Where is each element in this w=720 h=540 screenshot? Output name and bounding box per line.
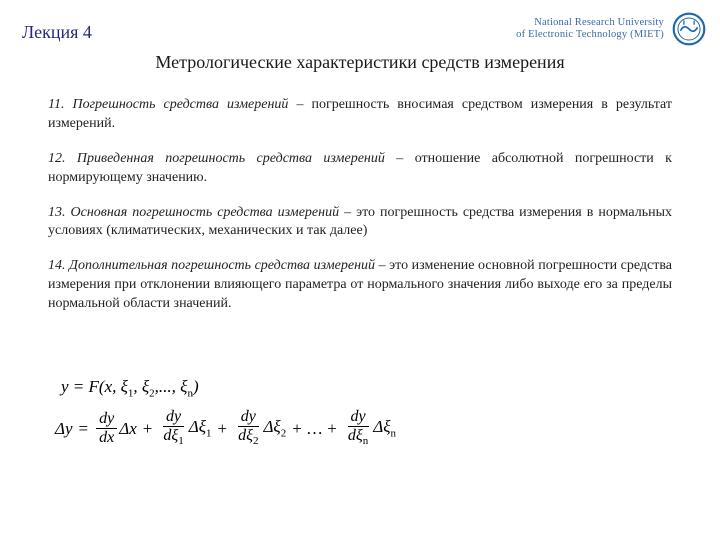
slide-header: Лекция 4 National Research University of… bbox=[0, 8, 720, 52]
definition-12: 12. Приведенная погрешность средства изм… bbox=[48, 150, 672, 188]
equation-y: y = F(x, ξ1, ξ2,..., ξn) bbox=[61, 378, 396, 399]
equals-sign: = bbox=[79, 420, 89, 437]
definition-13: 13. Основная погрешность средства измере… bbox=[48, 204, 672, 242]
frac-dy-dxi2: dy dξ2 bbox=[235, 409, 261, 447]
plus-1: + bbox=[143, 420, 153, 437]
university-name: National Research University of Electron… bbox=[516, 17, 664, 41]
university-line2: of Electronic Technology (MIET) bbox=[516, 29, 664, 41]
slide-title: Метрологические характеристики средств и… bbox=[0, 52, 720, 73]
university-block: National Research University of Electron… bbox=[516, 12, 706, 46]
term-14: 14. Дополнительная погрешность средства … bbox=[48, 258, 375, 273]
plus-dots: + … + bbox=[292, 420, 337, 437]
definition-11: 11. Погрешность средства измерений – пог… bbox=[48, 96, 672, 134]
term-11: 11. Погрешность средства измерений bbox=[48, 97, 288, 112]
definition-14: 14. Дополнительная погрешность средства … bbox=[48, 257, 672, 314]
formula-block: y = F(x, ξ1, ξ2,..., ξn) Δy = dy dx Δx +… bbox=[55, 378, 396, 448]
delta-xin: Δξn bbox=[373, 418, 396, 439]
equation-delta-y: Δy = dy dx Δx + dy dξ1 Δξ1 + dy dξ2 Δξ2 … bbox=[55, 409, 396, 447]
delta-xi2: Δξ2 bbox=[263, 418, 286, 439]
lecture-label: Лекция 4 bbox=[22, 22, 92, 43]
term-12: 12. Приведенная погрешность средства изм… bbox=[48, 151, 385, 166]
miet-logo-icon bbox=[672, 12, 706, 46]
frac-dy-dxin: dy dξn bbox=[345, 409, 371, 447]
delta-x: Δx bbox=[119, 420, 137, 437]
plus-2: + bbox=[217, 420, 227, 437]
frac-dy-dxi1: dy dξ1 bbox=[160, 409, 186, 447]
delta-xi1: Δξ1 bbox=[189, 418, 212, 439]
term-13: 13. Основная погрешность средства измере… bbox=[48, 205, 339, 220]
frac-dy-dx: dy dx bbox=[96, 411, 117, 446]
delta-y: Δy bbox=[55, 420, 73, 437]
content-body: 11. Погрешность средства измерений – пог… bbox=[48, 96, 672, 330]
university-line1: National Research University bbox=[516, 17, 664, 29]
